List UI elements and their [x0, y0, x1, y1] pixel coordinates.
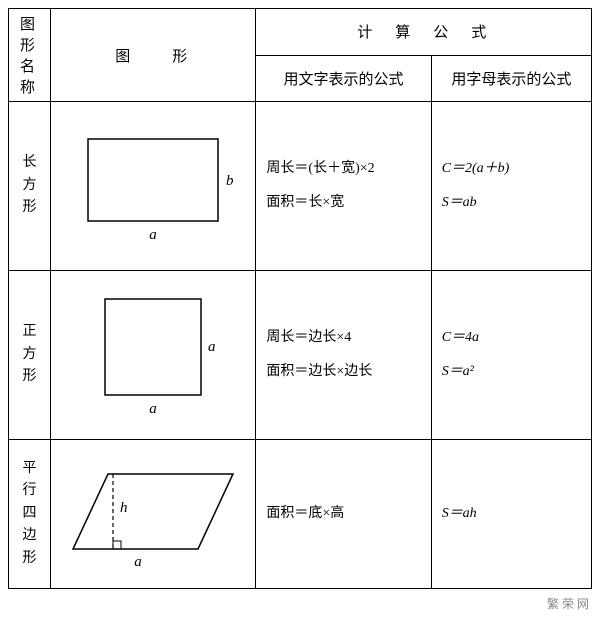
table-row: 平行四边形 h a 面积＝底×高 S＝ah: [9, 440, 592, 589]
header-formula-text: 用文字表示的公式: [256, 55, 431, 102]
svg-text:h: h: [120, 500, 128, 516]
diagram-square: a a: [51, 271, 256, 440]
svg-text:a: a: [134, 554, 142, 570]
header-formula-group: 计 算 公 式: [256, 9, 592, 56]
formula-table: 图形名称 图 形 计 算 公 式 用文字表示的公式 用字母表示的公式 长方形 a…: [8, 8, 592, 589]
svg-text:a: a: [149, 401, 157, 417]
text-formula-square: 周长＝边长×4 面积＝边长×边长: [256, 271, 431, 440]
header-diagram: 图 形: [51, 9, 256, 102]
svg-text:a: a: [149, 227, 157, 243]
header-formula-letter: 用字母表示的公式: [431, 55, 591, 102]
diagram-rectangle: a b: [51, 102, 256, 271]
header-name: 图形名称: [9, 9, 51, 102]
svg-text:b: b: [226, 173, 234, 189]
table-row: 正方形 a a 周长＝边长×4 面积＝边长×边长 C＝4a S＝a²: [9, 271, 592, 440]
letter-formula-square: C＝4a S＝a²: [431, 271, 591, 440]
diagram-parallelogram: h a: [51, 440, 256, 589]
letter-formula-rectangle: C＝2(a＋b) S＝ab: [431, 102, 591, 271]
shape-name-parallelogram: 平行四边形: [9, 440, 51, 589]
footer-watermark: 繁荣网: [8, 589, 592, 612]
svg-text:a: a: [208, 339, 216, 355]
shape-name-rectangle: 长方形: [9, 102, 51, 271]
shape-name-square: 正方形: [9, 271, 51, 440]
text-formula-rectangle: 周长＝(长＋宽)×2 面积＝长×宽: [256, 102, 431, 271]
table-row: 长方形 a b 周长＝(长＋宽)×2 面积＝长×宽 C＝2(a＋b) S＝ab: [9, 102, 592, 271]
letter-formula-parallelogram: S＝ah: [431, 440, 591, 589]
text-formula-parallelogram: 面积＝底×高: [256, 440, 431, 589]
